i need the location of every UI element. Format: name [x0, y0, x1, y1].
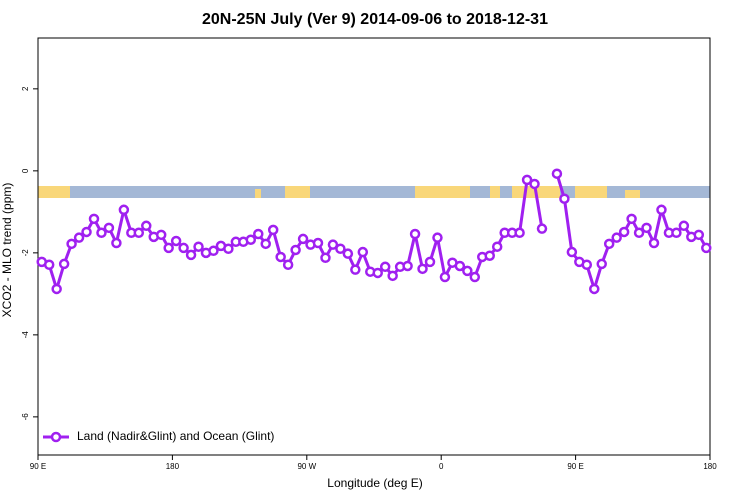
- data-point: [462, 265, 473, 277]
- data-point: [297, 233, 309, 245]
- data-point: [618, 226, 630, 238]
- data-point: [671, 227, 682, 239]
- data-point: [253, 228, 264, 240]
- data-point: [320, 252, 331, 264]
- x-tick-label: 90 E: [567, 462, 583, 471]
- x-tick-label: 180: [703, 462, 717, 471]
- x-tick-label: 0: [439, 462, 444, 471]
- data-point: [409, 228, 421, 240]
- data-point: [118, 204, 130, 216]
- data-point: [66, 238, 77, 250]
- data-point: [81, 226, 92, 238]
- data-point: [208, 245, 219, 257]
- data-point: [170, 235, 182, 247]
- data-point: [372, 267, 383, 279]
- data-point: [245, 234, 257, 245]
- data-point: [439, 271, 451, 283]
- data-point: [521, 174, 533, 186]
- y-tick-label: 2: [21, 86, 30, 91]
- data-point: [58, 258, 70, 270]
- data-point: [402, 260, 413, 272]
- data-point: [641, 222, 652, 234]
- data-point: [275, 251, 286, 263]
- y-tick-label: 0: [21, 168, 30, 173]
- data-point: [603, 238, 615, 250]
- data-point: [678, 220, 690, 232]
- y-tick-label: -6: [21, 413, 30, 421]
- data-point: [514, 227, 525, 239]
- data-point: [260, 238, 271, 250]
- data-point: [267, 224, 279, 236]
- data-point: [185, 249, 197, 261]
- data-point: [454, 260, 466, 272]
- data-point: [43, 259, 55, 270]
- map-strip: [38, 186, 710, 198]
- data-point: [342, 248, 354, 259]
- data-point: [432, 232, 443, 243]
- data-point: [223, 243, 234, 255]
- x-tick-label: 90 W: [297, 462, 316, 471]
- data-point: [290, 244, 301, 256]
- data-point: [73, 232, 85, 243]
- data-point: [357, 246, 369, 258]
- data-point: [596, 258, 607, 270]
- data-point: [327, 239, 339, 250]
- data-point: [566, 246, 578, 258]
- data-point: [88, 213, 100, 225]
- data-point: [335, 243, 346, 255]
- data-point: [163, 242, 174, 254]
- data-point: [417, 263, 428, 275]
- data-point: [633, 227, 645, 239]
- data-point: [155, 229, 167, 241]
- data-point: [656, 204, 667, 216]
- data-point: [96, 227, 107, 239]
- y-tick-label: -4: [21, 331, 30, 339]
- data-point: [350, 264, 361, 275]
- data-point: [469, 271, 481, 283]
- data-point: [551, 168, 563, 179]
- data-point: [141, 220, 152, 232]
- data-point: [312, 237, 324, 249]
- data-point: [491, 241, 503, 252]
- y-tick-label: -2: [21, 249, 30, 257]
- data-point: [282, 259, 294, 270]
- data-point: [581, 259, 593, 270]
- chart-title: 20N-25N July (Ver 9) 2014-09-06 to 2018-…: [202, 11, 548, 28]
- data-point: [379, 261, 391, 273]
- data-point: [103, 222, 115, 234]
- data-point: [387, 270, 398, 282]
- data-point: [559, 193, 570, 204]
- data-point: [589, 283, 600, 295]
- legend-label: Land (Nadir&Glint) and Ocean (Glint): [77, 429, 274, 443]
- x-axis-label: Longitude (deg E): [327, 476, 422, 490]
- data-point: [648, 237, 660, 249]
- y-axis-label: XCO2 - MLO trend (ppm): [0, 183, 14, 318]
- x-tick-label: 90 E: [30, 462, 46, 471]
- data-point: [193, 241, 204, 252]
- data-point: [484, 250, 495, 261]
- data-point: [111, 237, 122, 249]
- data-point: [626, 213, 637, 225]
- data-point: [424, 256, 436, 268]
- legend-marker: [50, 431, 62, 443]
- data-point: [51, 283, 62, 295]
- x-tick-label: 180: [166, 462, 180, 471]
- data-point: [536, 223, 548, 234]
- data-point: [693, 229, 705, 241]
- data-point: [529, 178, 540, 190]
- data-point: [178, 242, 189, 254]
- data-point: [701, 242, 712, 254]
- data-point: [133, 227, 145, 239]
- data-point: [611, 232, 622, 243]
